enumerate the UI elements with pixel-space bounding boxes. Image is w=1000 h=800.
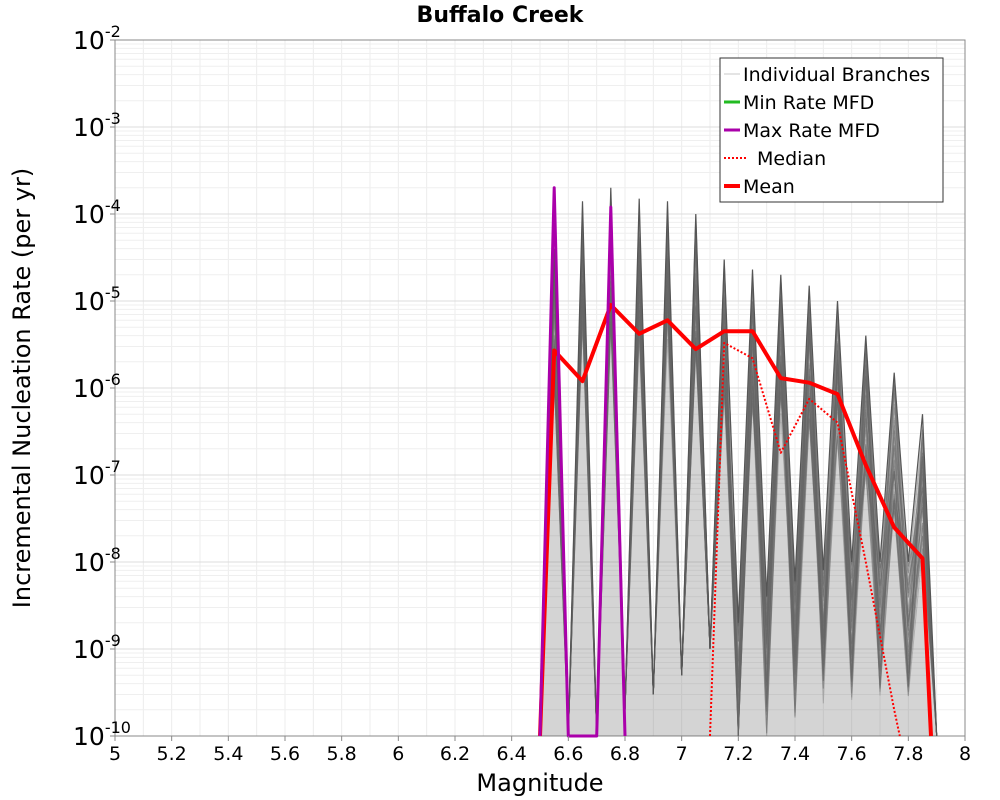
legend: Individual Branches Min Rate MFD Max Rate … xyxy=(719,57,944,203)
legend-label: Individual Branches xyxy=(743,64,930,86)
legend-label: Min Rate MFD xyxy=(743,92,874,114)
x-tick-label: 5.8 xyxy=(327,743,357,765)
y-tick-label: 10-4 xyxy=(73,196,121,229)
y-tick-exponent: -7 xyxy=(105,457,121,476)
x-tick-label: 8 xyxy=(959,743,971,765)
x-axis-label: Magnitude xyxy=(476,769,603,797)
branch-line xyxy=(539,233,938,737)
branch-line xyxy=(539,241,938,737)
branch-line xyxy=(539,261,938,737)
chart-title: Buffalo Creek xyxy=(417,3,585,28)
x-tick-label: 6.2 xyxy=(440,743,470,765)
x-tick-label: 7.2 xyxy=(723,743,753,765)
branch-line xyxy=(539,208,938,737)
legend-label: Mean xyxy=(743,176,795,198)
mean-line xyxy=(538,303,933,737)
y-tick-base: 10 xyxy=(73,635,105,664)
max-rate-line xyxy=(538,186,627,738)
y-tick-label: 10-9 xyxy=(73,631,121,664)
x-tick-label: 7 xyxy=(676,743,688,765)
x-tick-label: 5.4 xyxy=(213,743,243,765)
y-tick-base: 10 xyxy=(73,374,105,403)
y-tick-label: 10-8 xyxy=(73,544,121,577)
y-tick-base: 10 xyxy=(73,461,105,490)
branch-line xyxy=(539,240,938,737)
x-tick-label: 7.6 xyxy=(837,743,867,765)
y-tick-label: 10-10 xyxy=(73,718,131,751)
series-layer xyxy=(538,186,933,738)
branch-line xyxy=(539,221,938,737)
y-tick-exponent: -8 xyxy=(105,544,121,563)
x-tick-label: 7.8 xyxy=(893,743,923,765)
y-tick-label: 10-7 xyxy=(73,457,121,490)
y-tick-exponent: -5 xyxy=(105,283,121,302)
x-tick-label: 6.8 xyxy=(610,743,640,765)
y-tick-exponent: -9 xyxy=(105,631,121,650)
y-tick-exponent: -10 xyxy=(105,718,131,737)
y-tick-exponent: -2 xyxy=(105,22,121,41)
x-tick-label: 6.6 xyxy=(553,743,583,765)
branch-line xyxy=(539,236,938,737)
branch-line xyxy=(539,245,938,737)
y-tick-label: 10-6 xyxy=(73,370,121,403)
legend-box xyxy=(719,57,944,203)
x-tick-label: 6.4 xyxy=(497,743,527,765)
x-tick-label: 5 xyxy=(109,743,121,765)
x-tick-label: 7.4 xyxy=(780,743,810,765)
y-tick-base: 10 xyxy=(73,200,105,229)
y-tick-base: 10 xyxy=(73,26,105,55)
y-tick-label: 10-5 xyxy=(73,283,121,316)
y-tick-label: 10-3 xyxy=(73,109,121,142)
legend-label: Median xyxy=(757,148,826,170)
x-tick-label: 5.6 xyxy=(270,743,300,765)
y-tick-label: 10-2 xyxy=(73,22,121,55)
legend-label: Max Rate MFD xyxy=(743,120,880,142)
y-tick-exponent: -4 xyxy=(105,196,121,215)
y-tick-exponent: -6 xyxy=(105,370,121,389)
y-axis-label: Incremental Nucleation Rate (per yr) xyxy=(8,168,36,608)
y-tick-exponent: -3 xyxy=(105,109,121,128)
median-line xyxy=(709,341,901,737)
individual-branches xyxy=(539,187,938,737)
branch-line xyxy=(539,215,938,737)
y-tick-base: 10 xyxy=(73,287,105,316)
y-tick-base: 10 xyxy=(73,722,105,751)
y-tick-base: 10 xyxy=(73,548,105,577)
x-axis: 5 5.2 5.4 5.6 5.8 6 6.2 6.4 6.6 6.8 7 7.2 7.4 7.6 7.8 8 xyxy=(109,736,971,765)
y-tick-base: 10 xyxy=(73,113,105,142)
x-tick-label: 6 xyxy=(392,743,404,765)
x-tick-label: 5.2 xyxy=(157,743,187,765)
